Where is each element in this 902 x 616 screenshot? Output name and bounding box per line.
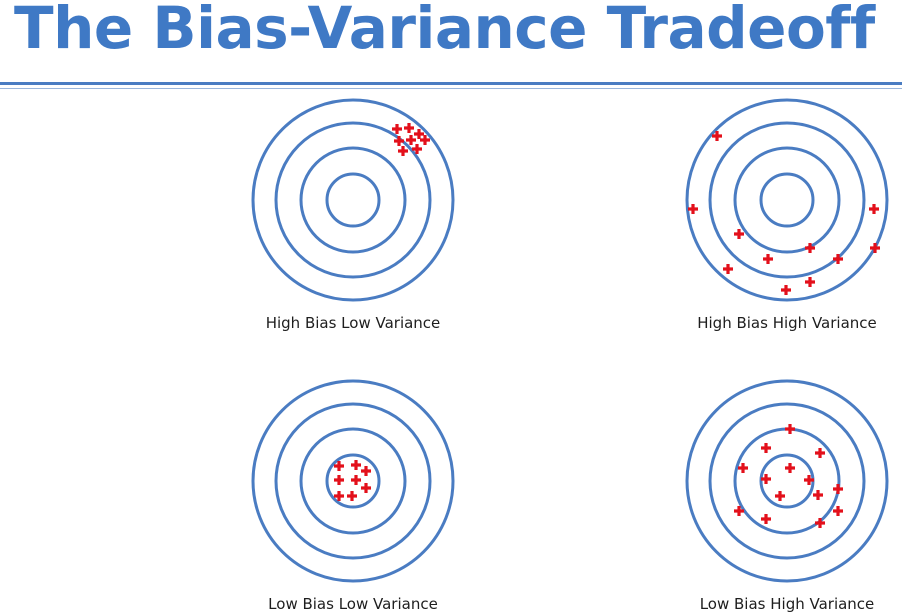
red-cross-marker-icon [712, 131, 722, 141]
target-ring-4 [325, 453, 381, 509]
page-title: The Bias-Variance Tradeoff [14, 0, 875, 62]
red-cross-marker-icon [763, 254, 773, 264]
red-cross-marker-icon [870, 243, 880, 253]
target-panel-low-bias-high-variance: Low Bias High Variance [667, 379, 902, 613]
red-cross-marker-icon [805, 243, 815, 253]
target-ring-1 [251, 379, 455, 583]
target-low-bias-high-variance [685, 379, 889, 583]
target-ring-1 [685, 98, 889, 302]
red-cross-marker-icon [815, 448, 825, 458]
target-panel-high-bias-low-variance: High Bias Low Variance [233, 98, 473, 332]
red-cross-marker-icon [781, 285, 791, 295]
red-cross-marker-icon [775, 491, 785, 501]
target-high-bias-high-variance [685, 98, 889, 302]
red-cross-marker-icon [392, 124, 402, 134]
caption-low-bias-high-variance: Low Bias High Variance [699, 595, 875, 613]
red-cross-marker-icon [833, 506, 843, 516]
red-cross-marker-icon [351, 475, 361, 485]
target-ring-2 [708, 121, 866, 279]
red-cross-marker-icon [412, 144, 422, 154]
target-ring-3 [733, 427, 841, 535]
target-ring-2 [274, 121, 432, 279]
red-cross-marker-icon [734, 506, 744, 516]
red-cross-marker-icon [738, 463, 748, 473]
red-cross-marker-icon [815, 518, 825, 528]
caption-high-bias-low-variance: High Bias Low Variance [265, 314, 441, 332]
title-underline [0, 82, 902, 85]
target-ring-3 [299, 146, 407, 254]
red-cross-marker-icon [785, 463, 795, 473]
red-cross-marker-icon [723, 264, 733, 274]
target-ring-1 [685, 379, 889, 583]
red-cross-marker-icon [334, 461, 344, 471]
title-underline-thin [0, 88, 902, 89]
red-cross-marker-icon [804, 475, 814, 485]
red-cross-marker-icon [869, 204, 879, 214]
target-ring-2 [708, 402, 866, 560]
red-cross-marker-icon [833, 254, 843, 264]
red-cross-marker-icon [420, 135, 430, 145]
target-ring-2 [274, 402, 432, 560]
caption-low-bias-low-variance: Low Bias Low Variance [268, 595, 438, 613]
red-cross-marker-icon [351, 460, 361, 470]
red-cross-marker-icon [761, 474, 771, 484]
red-cross-marker-icon [414, 129, 424, 139]
red-cross-marker-icon [361, 483, 371, 493]
target-panel-low-bias-low-variance: Low Bias Low Variance [233, 379, 473, 613]
target-low-bias-low-variance [251, 379, 455, 583]
red-cross-marker-icon [404, 123, 414, 133]
red-cross-marker-icon [361, 466, 371, 476]
red-cross-marker-icon [398, 146, 408, 156]
target-ring-4 [759, 172, 815, 228]
red-cross-marker-icon [406, 135, 416, 145]
red-cross-marker-icon [785, 424, 795, 434]
target-high-bias-low-variance [251, 98, 455, 302]
red-cross-marker-icon [761, 514, 771, 524]
red-cross-marker-icon [805, 277, 815, 287]
target-ring-3 [299, 427, 407, 535]
red-cross-marker-icon [734, 229, 744, 239]
red-cross-marker-icon [761, 443, 771, 453]
target-panel-high-bias-high-variance: High Bias High Variance [667, 98, 902, 332]
red-cross-marker-icon [833, 484, 843, 494]
red-cross-marker-icon [347, 491, 357, 501]
red-cross-marker-icon [688, 204, 698, 214]
red-cross-marker-icon [334, 491, 344, 501]
target-ring-4 [325, 172, 381, 228]
target-ring-1 [251, 98, 455, 302]
red-cross-marker-icon [394, 136, 404, 146]
red-cross-marker-icon [813, 490, 823, 500]
red-cross-marker-icon [334, 475, 344, 485]
target-ring-3 [733, 146, 841, 254]
caption-high-bias-high-variance: High Bias High Variance [697, 314, 877, 332]
